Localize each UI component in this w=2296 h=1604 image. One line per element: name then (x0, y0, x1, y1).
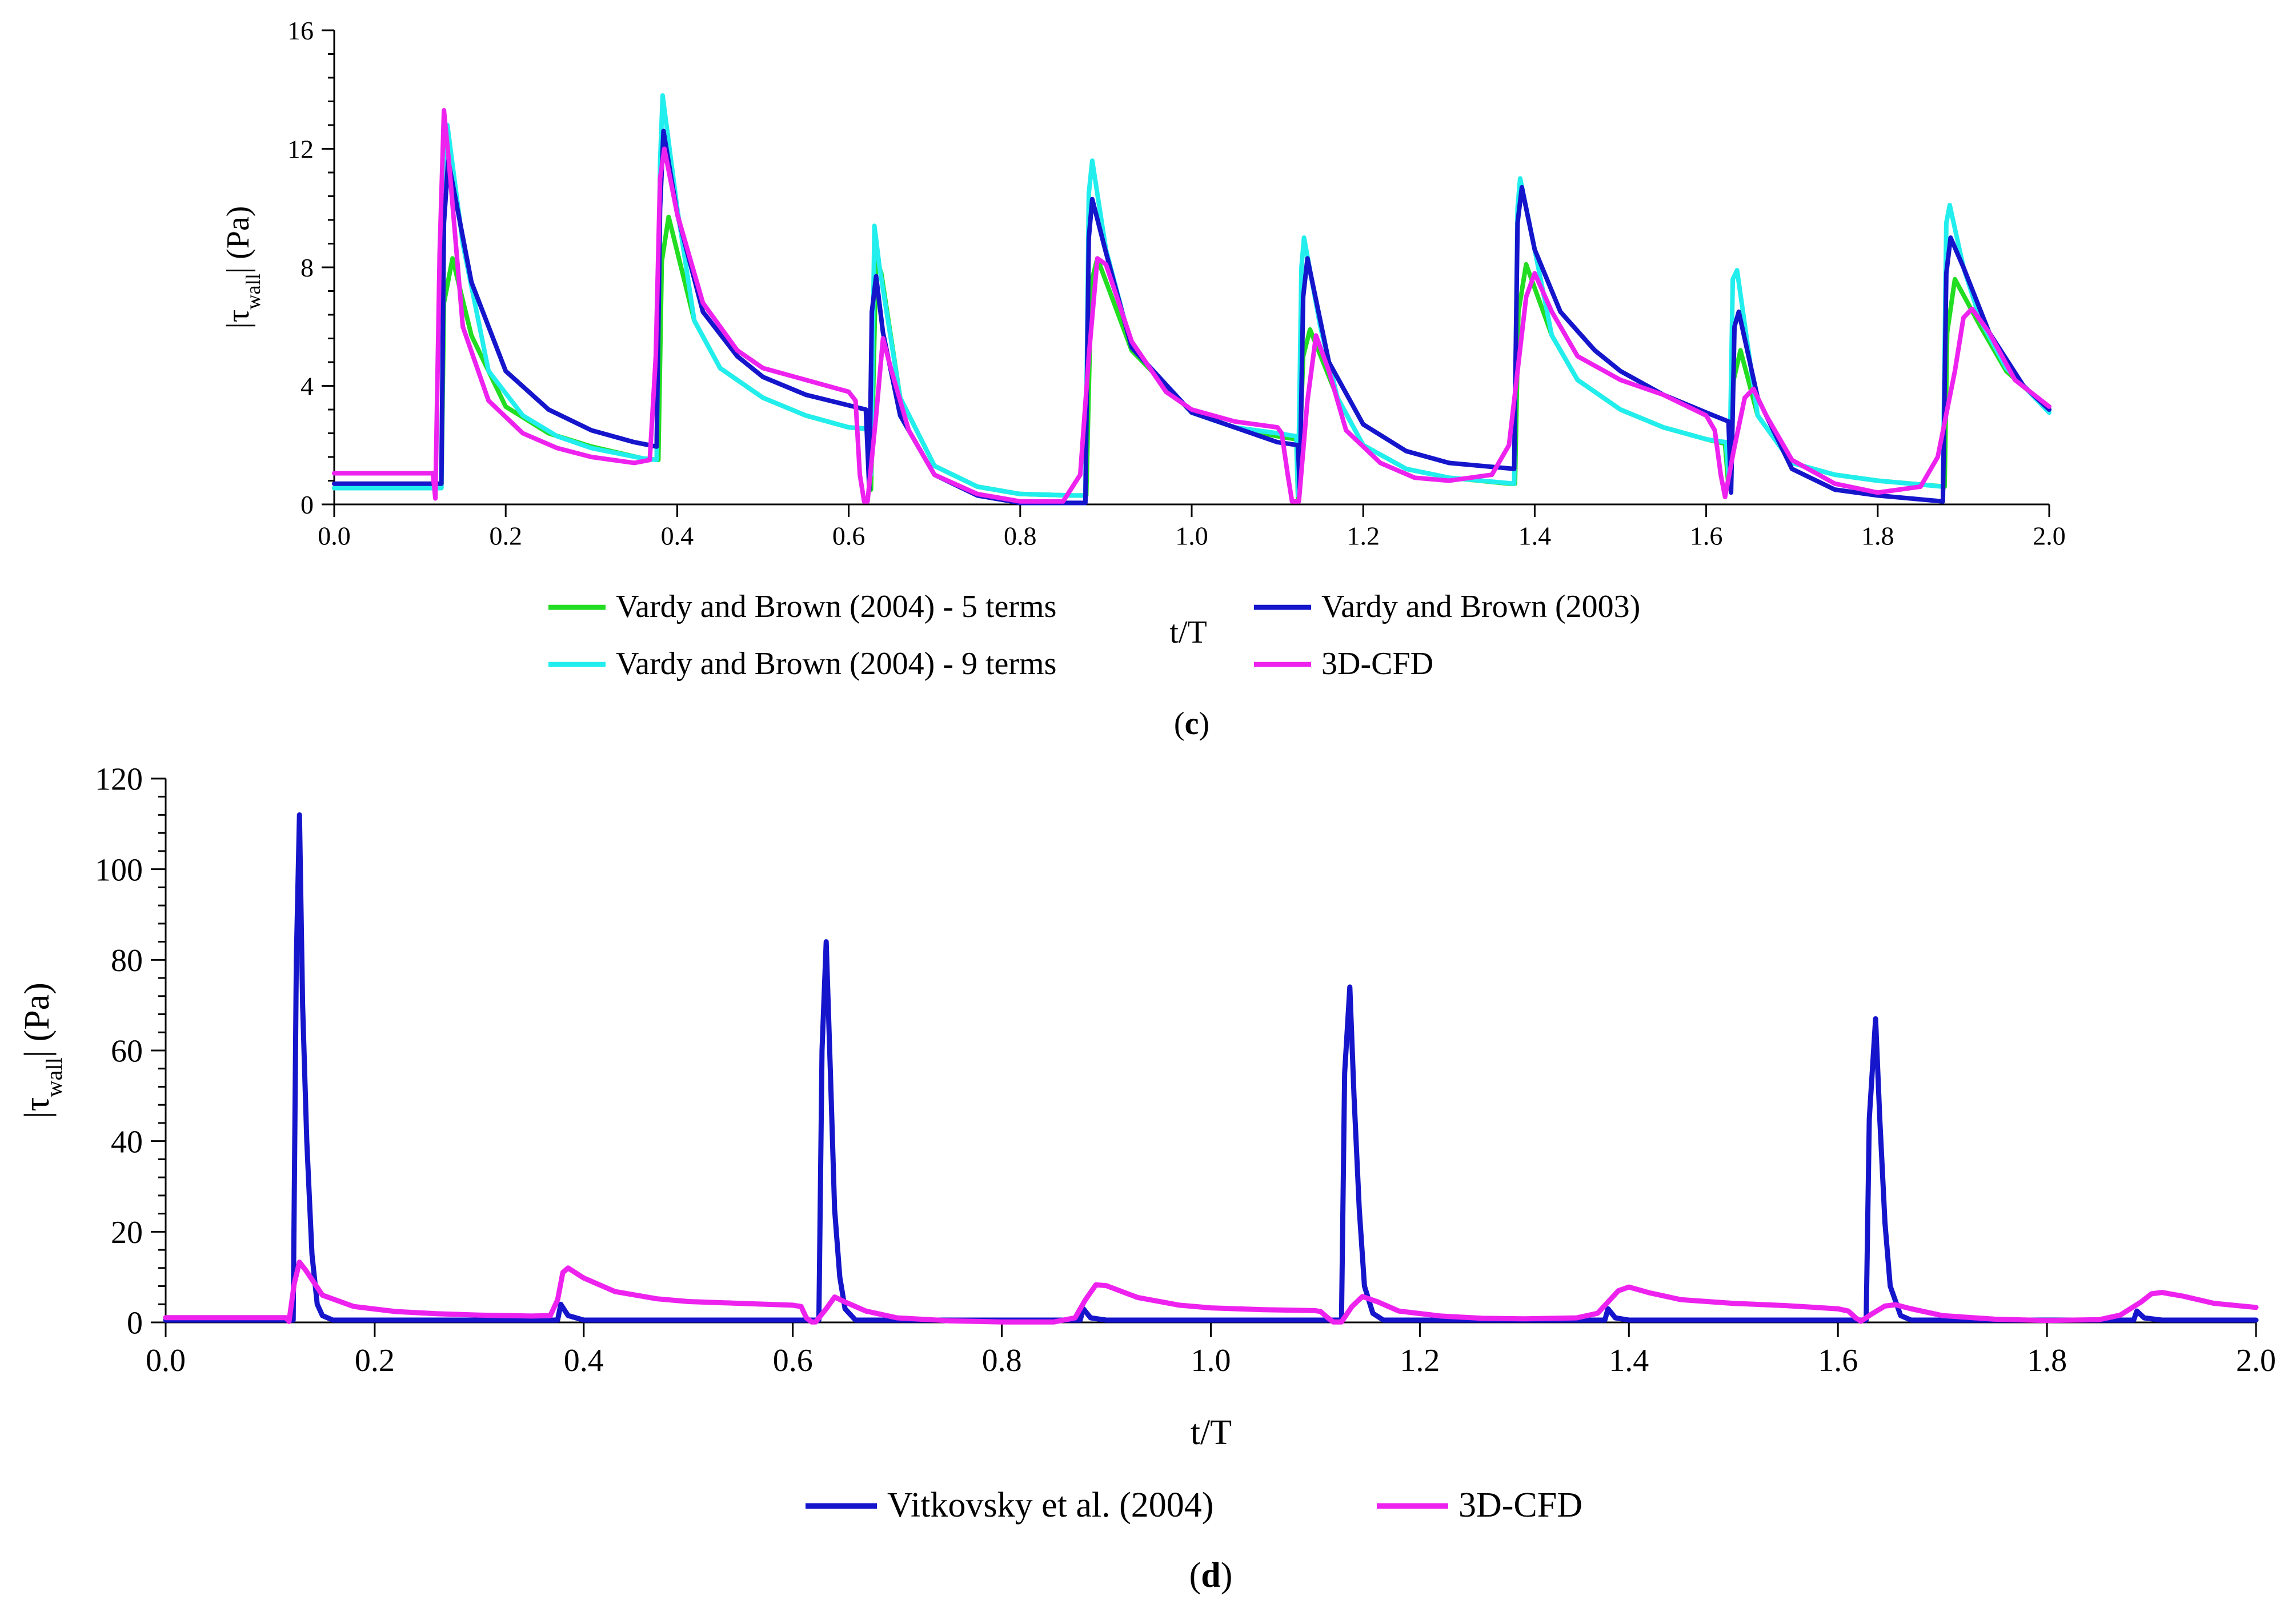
x-tick-label: 1.2 (1347, 521, 1380, 550)
x-tick-label: 1.0 (1191, 1343, 1231, 1378)
legend-label: Vitkovsky et al. (2004) (887, 1486, 1213, 1525)
legend-label: 3D-CFD (1458, 1486, 1582, 1525)
legend-item: Vitkovsky et al. (2004) (806, 1486, 1213, 1525)
x-tick-label: 0.8 (1004, 521, 1037, 550)
y-tick-label: 8 (300, 253, 314, 282)
x-tick-label: 1.0 (1175, 521, 1208, 550)
panel-paren-open: ( (1189, 1556, 1201, 1595)
y-tick-label: 0 (127, 1306, 143, 1341)
y-axis-label-symbol: τ (221, 310, 256, 323)
x-tick-label: 0.0 (318, 521, 351, 550)
legend-label: Vardy and Brown (2004) - 9 terms (616, 646, 1056, 681)
legend-item: Vardy and Brown (2003) (1254, 589, 1640, 624)
y-axis-label-symbol: τ (18, 1097, 57, 1112)
panel-letter: c (1185, 706, 1199, 741)
legend: Vardy and Brown (2004) - 5 terms Vardy an… (548, 589, 1640, 681)
series-line-3 (332, 108, 2051, 504)
y-axis-label-prefix: | (18, 1112, 57, 1118)
x-tick-label: 1.4 (1518, 521, 1552, 550)
x-tick-label: 1.6 (1818, 1343, 1858, 1378)
panel-paren-close: ) (1221, 1556, 1233, 1595)
panel-letter: d (1201, 1556, 1220, 1595)
y-axis-label-sub: wall (242, 274, 265, 310)
chart-d: 0 20 40 60 80 100 120 0.0 0.2 0.4 0.6 0.8 1.0 1.2 1.4 1… (18, 762, 2276, 1595)
legend: Vitkovsky et al. (2004) 3D-CFD (806, 1486, 1582, 1525)
x-tick-label: 1.6 (1690, 521, 1723, 550)
panel-label: (d) (1189, 1556, 1233, 1595)
legend-item: Vardy and Brown (2004) - 5 terms (548, 589, 1056, 624)
panel-label: (c) (1174, 706, 1209, 741)
y-tick-label: 0 (300, 490, 314, 519)
x-axis-label: t/T (1169, 615, 1207, 650)
x-tick-label: 0.8 (982, 1343, 1022, 1378)
y-tick-label: 12 (287, 135, 314, 164)
y-axis-label-suffix: | (Pa) (221, 206, 256, 274)
panel-paren-close: ) (1199, 706, 1209, 741)
y-tick-label: 60 (111, 1034, 143, 1069)
x-tick-label: 0.4 (661, 521, 694, 550)
x-tick-label: 2.0 (2236, 1343, 2276, 1378)
y-tick-label: 16 (287, 16, 314, 45)
x-tick-label: 0.2 (355, 1343, 395, 1378)
legend-item: Vardy and Brown (2004) - 9 terms (548, 646, 1056, 681)
x-axis-label: t/T (1191, 1413, 1232, 1452)
y-axis-label-suffix: | (Pa) (18, 983, 57, 1057)
y-tick-label: 40 (111, 1124, 143, 1160)
y-tick-label: 100 (95, 852, 143, 888)
series-line-1 (163, 1260, 2259, 1325)
x-tick-label: 0.2 (489, 521, 522, 550)
legend-label: Vardy and Brown (2003) (1321, 589, 1640, 624)
x-tick-label: 0.4 (564, 1343, 604, 1378)
legend-item: 3D-CFD (1254, 646, 1433, 681)
y-tick-label: 80 (111, 943, 143, 979)
y-axis-label-prefix: | (221, 322, 256, 328)
series-line-1 (332, 93, 2051, 498)
y-axis-label: |τwall| (Pa) (221, 206, 265, 329)
y-axis-label: |τwall| (Pa) (18, 983, 67, 1118)
legend-label: Vardy and Brown (2004) - 5 terms (616, 589, 1056, 624)
x-tick-label: 1.4 (1609, 1343, 1649, 1378)
panel-paren-open: ( (1174, 706, 1185, 741)
x-tick-label: 2.0 (2033, 521, 2066, 550)
x-tick-label: 1.8 (2027, 1343, 2067, 1378)
x-tick-label: 0.6 (832, 521, 865, 550)
x-tick-label: 0.6 (773, 1343, 813, 1378)
x-tick-label: 0.0 (146, 1343, 186, 1378)
y-tick-label: 20 (111, 1215, 143, 1250)
y-axis-label-sub: wall (41, 1057, 67, 1097)
y-tick-label: 4 (300, 372, 314, 401)
chart-c: 0 4 8 12 16 0.0 0.2 0.4 0.6 0.8 1.0 1.2 1.4 1.6 1.8 2.0… (221, 16, 2066, 741)
series-line-0 (163, 812, 2259, 1323)
x-tick-label: 1.2 (1400, 1343, 1440, 1378)
x-tick-label: 1.8 (1861, 521, 1894, 550)
series-line-2 (332, 129, 2051, 506)
y-tick-label: 120 (95, 762, 143, 797)
legend-label: 3D-CFD (1321, 646, 1433, 681)
legend-item: 3D-CFD (1377, 1486, 1582, 1525)
